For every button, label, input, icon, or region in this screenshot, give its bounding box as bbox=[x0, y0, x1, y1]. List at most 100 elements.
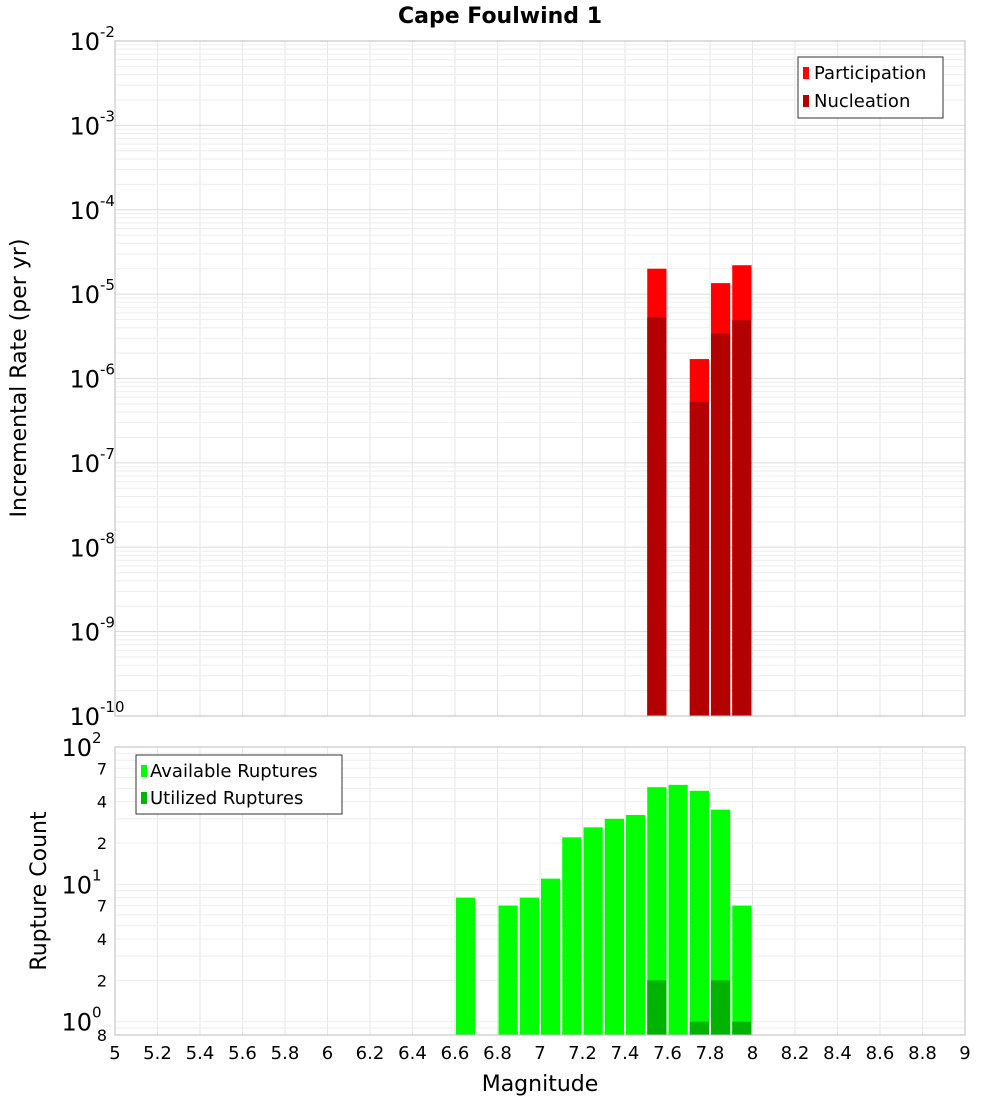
top-y-tick-base: 10 bbox=[69, 534, 100, 562]
bar-nucleation bbox=[689, 401, 709, 716]
x-tick-label: 7.2 bbox=[568, 1043, 597, 1064]
x-tick-label: 8.8 bbox=[908, 1043, 937, 1064]
legend-swatch-available bbox=[141, 765, 147, 777]
x-tick-label: 5.4 bbox=[186, 1043, 215, 1064]
top-y-tick-exponent: -2 bbox=[100, 23, 115, 41]
x-tick-label: 5.2 bbox=[143, 1043, 172, 1064]
legend-label-utilized: Utilized Ruptures bbox=[150, 788, 303, 809]
bar-available bbox=[668, 784, 688, 1035]
top-y-tick-exponent: -4 bbox=[100, 192, 115, 210]
bottom-y-tick-base: 10 bbox=[61, 734, 92, 762]
x-tick-label: 5.8 bbox=[271, 1043, 300, 1064]
x-tick-label: 5.6 bbox=[228, 1043, 257, 1064]
top-y-tick-base: 10 bbox=[69, 197, 100, 225]
top-y-tick-exponent: -6 bbox=[100, 361, 115, 379]
bottom-gridlines bbox=[114, 746, 966, 1036]
bottom-y-tick-exponent: 2 bbox=[92, 729, 102, 747]
top-y-tick-exponent: -3 bbox=[100, 107, 115, 125]
bar-available bbox=[626, 814, 646, 1035]
top-legend: Participation Nucleation bbox=[797, 56, 944, 119]
bottom-y-tick-minor: 4 bbox=[97, 930, 107, 949]
x-tick-label: 7.6 bbox=[653, 1043, 682, 1064]
top-y-tick-exponent: -5 bbox=[100, 276, 115, 294]
x-tick-label: 6 bbox=[322, 1043, 333, 1064]
top-y-tick-exponent: -8 bbox=[100, 529, 115, 547]
bottom-legend-box bbox=[135, 754, 343, 815]
x-tick-label: 7 bbox=[534, 1043, 545, 1064]
bottom-legend: Available Ruptures Utilized Ruptures bbox=[135, 754, 343, 815]
x-tick-label: 6.2 bbox=[356, 1043, 385, 1064]
top-y-tick-base: 10 bbox=[69, 112, 100, 140]
top-y-tick-exponent: -10 bbox=[100, 698, 125, 716]
bar-utilized bbox=[711, 980, 731, 1035]
legend-swatch-nucleation bbox=[803, 95, 809, 107]
x-tick-label: 7.8 bbox=[696, 1043, 725, 1064]
x-tick-label: 5 bbox=[109, 1043, 120, 1064]
bottom-y-tick-exponent: 0 bbox=[92, 1004, 102, 1022]
top-plot-frame bbox=[114, 40, 966, 717]
bar-available bbox=[519, 897, 539, 1035]
bottom-bars bbox=[456, 784, 752, 1035]
top-legend-box bbox=[797, 56, 944, 119]
chart-title: Cape Foulwind 1 bbox=[398, 4, 602, 29]
x-tick-label: 6.4 bbox=[398, 1043, 427, 1064]
bar-nucleation bbox=[732, 320, 752, 716]
top-y-tick-base: 10 bbox=[69, 366, 100, 394]
bottom-y-tick-minor: 4 bbox=[97, 793, 107, 812]
x-tick-label: 6.6 bbox=[441, 1043, 470, 1064]
top-y-tick-base: 10 bbox=[69, 450, 100, 478]
x-tick-label: 8.4 bbox=[823, 1043, 852, 1064]
legend-label-participation: Participation bbox=[814, 63, 926, 84]
bar-utilized bbox=[689, 1021, 709, 1035]
bar-available bbox=[604, 818, 624, 1035]
top-y-tick-base: 10 bbox=[69, 28, 100, 56]
bar-available bbox=[689, 790, 709, 1035]
top-y-tick-exponent: -7 bbox=[100, 445, 115, 463]
bottom-y-tick-minor: 7 bbox=[97, 759, 107, 778]
top-y-axis-label: Incremental Rate (per yr) bbox=[7, 239, 32, 518]
x-tick-label: 6.8 bbox=[483, 1043, 512, 1064]
x-tick-label: 7.4 bbox=[611, 1043, 640, 1064]
bar-available bbox=[732, 905, 752, 1035]
bar-available bbox=[583, 827, 603, 1035]
legend-label-available: Available Ruptures bbox=[150, 761, 318, 782]
bottom-y-tick-base: 10 bbox=[61, 871, 92, 899]
top-y-tick-base: 10 bbox=[69, 619, 100, 647]
bottom-y-tick-minor: 7 bbox=[97, 897, 107, 916]
x-axis-label: Magnitude bbox=[482, 1072, 599, 1097]
legend-label-nucleation: Nucleation bbox=[814, 91, 910, 112]
bar-nucleation bbox=[647, 317, 667, 716]
bottom-y-tick-minor: 2 bbox=[97, 834, 107, 853]
bottom-y-tick-minor: 8 bbox=[97, 1026, 107, 1045]
bar-nucleation bbox=[711, 333, 731, 716]
x-tick-labels: 5 5.2 5.4 5.6 5.8 6 6.2 6.4 6.6 6.8 7 7.2 7.4 7.6 7.8 8… bbox=[109, 1043, 970, 1064]
top-y-tick-base: 10 bbox=[69, 281, 100, 309]
bar-available bbox=[647, 787, 667, 1035]
legend-swatch-participation bbox=[803, 67, 809, 79]
bar-utilized bbox=[732, 1021, 752, 1035]
x-tick-label: 8.2 bbox=[781, 1043, 810, 1064]
bar-available bbox=[562, 837, 582, 1035]
bar-available bbox=[498, 905, 518, 1035]
bottom-y-tick-base: 10 bbox=[61, 1009, 92, 1037]
bottom-plot-frame bbox=[114, 746, 966, 1036]
bottom-y-tick-exponent: 1 bbox=[92, 866, 102, 884]
x-tick-label: 8 bbox=[747, 1043, 758, 1064]
bar-available bbox=[541, 878, 561, 1035]
bar-available bbox=[711, 809, 731, 1035]
x-tick-label: 9 bbox=[959, 1043, 970, 1064]
bar-available bbox=[456, 897, 476, 1035]
x-tick-label: 8.6 bbox=[866, 1043, 895, 1064]
top-y-tick-exponent: -9 bbox=[100, 614, 115, 632]
top-y-tick-base: 10 bbox=[69, 703, 100, 731]
top-gridlines bbox=[114, 41, 966, 717]
bar-utilized bbox=[647, 980, 667, 1035]
bottom-y-axis-label: Rupture Count bbox=[27, 811, 52, 971]
bottom-y-tick-minor: 2 bbox=[97, 971, 107, 990]
top-bars bbox=[647, 265, 752, 716]
